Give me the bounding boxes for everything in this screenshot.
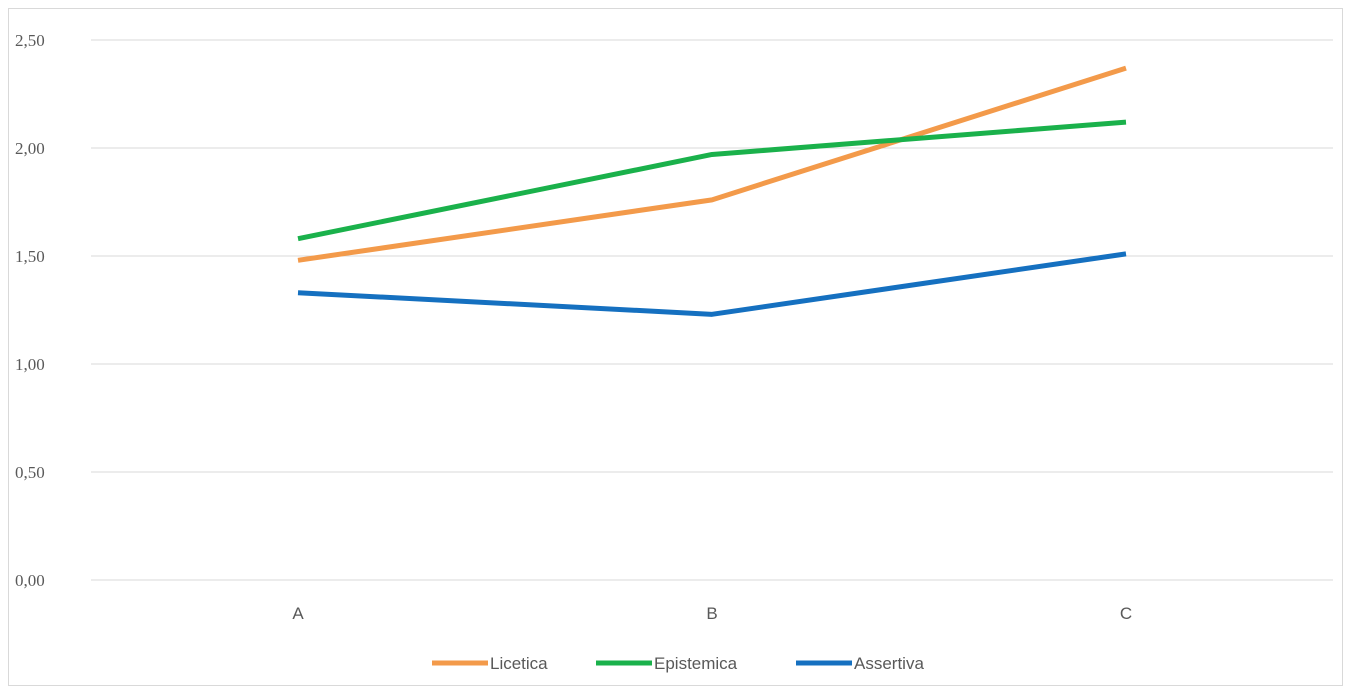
legend-label: Licetica bbox=[490, 654, 548, 673]
gridlines bbox=[91, 39, 1333, 581]
x-tick-label: B bbox=[706, 604, 717, 623]
y-tick-label: 0,00 bbox=[15, 571, 45, 590]
series-line-licetica bbox=[297, 65, 1127, 263]
x-tick-label: C bbox=[1120, 604, 1132, 623]
series-lines bbox=[297, 65, 1127, 317]
y-tick-label: 2,00 bbox=[15, 139, 45, 158]
y-tick-label: 1,50 bbox=[15, 247, 45, 266]
y-tick-label: 2,50 bbox=[15, 31, 45, 50]
y-tick-label: 0,50 bbox=[15, 463, 45, 482]
legend-label: Epistemica bbox=[654, 654, 738, 673]
y-tick-label: 1,00 bbox=[15, 355, 45, 374]
legend: Licetica Epistemica Assertiva bbox=[432, 654, 924, 673]
series-line-epistemica bbox=[297, 119, 1127, 242]
x-tick-label: A bbox=[292, 604, 304, 623]
x-axis-tick-labels: A B C bbox=[292, 604, 1132, 623]
series-line-assertiva bbox=[297, 251, 1127, 317]
y-axis-tick-labels: 0,00 0,50 1,00 1,50 2,00 2,50 bbox=[15, 31, 45, 590]
legend-label: Assertiva bbox=[854, 654, 924, 673]
